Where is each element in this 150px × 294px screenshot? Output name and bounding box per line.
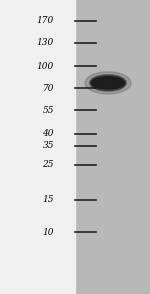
Ellipse shape [92,77,124,89]
Text: 130: 130 [37,38,54,47]
Text: 100: 100 [37,62,54,71]
Text: 25: 25 [42,160,54,169]
Ellipse shape [90,75,126,91]
Bar [0,0,75,294]
Text: 35: 35 [42,141,54,150]
Text: 70: 70 [42,84,54,93]
Text: 55: 55 [42,106,54,115]
Text: 10: 10 [42,228,54,237]
Text: 40: 40 [42,129,54,138]
Ellipse shape [85,72,131,94]
Text: 170: 170 [37,16,54,25]
Text: 15: 15 [42,196,54,204]
